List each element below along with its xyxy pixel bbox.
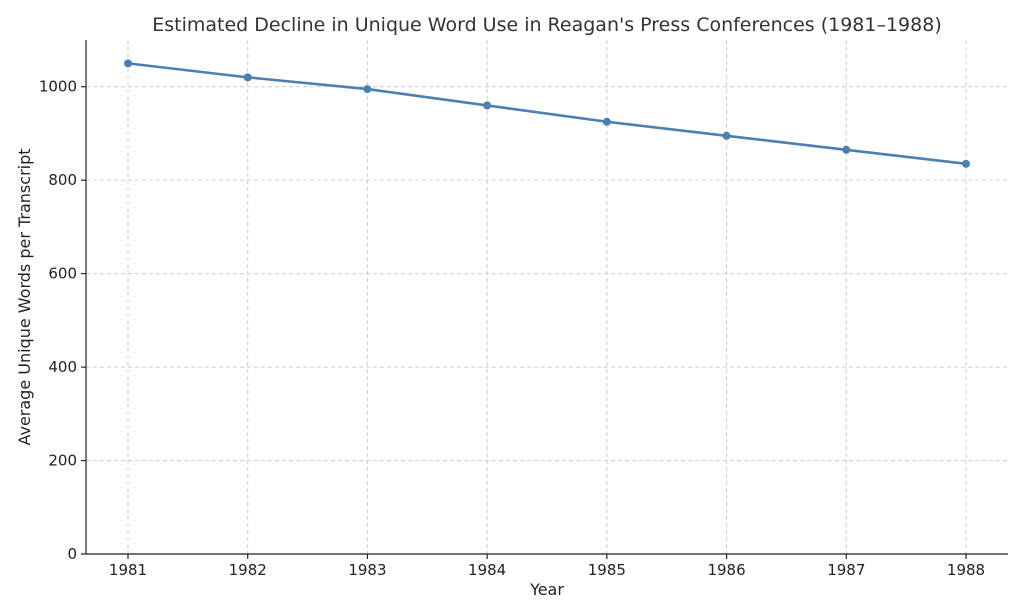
data-point (243, 73, 252, 82)
y-axis-label: Average Unique Words per Transcript (15, 148, 34, 445)
y-tick-label: 600 (48, 265, 77, 283)
y-tick-label: 200 (48, 452, 77, 470)
y-tick-label: 1000 (39, 78, 77, 96)
y-tick-label: 800 (48, 171, 77, 189)
series-line (126, 62, 968, 166)
x-tick-label: 1982 (229, 561, 267, 579)
chart-title: Estimated Decline in Unique Word Use in … (152, 14, 941, 36)
data-point (602, 117, 611, 126)
data-point (363, 85, 372, 94)
x-axis-label: Year (529, 580, 564, 599)
x-tick-label: 1987 (827, 561, 865, 579)
x-tick-label: 1984 (468, 561, 506, 579)
x-tick-label: 1983 (348, 561, 386, 579)
x-tick-label: 1986 (707, 561, 745, 579)
series (124, 59, 970, 168)
data-point (842, 145, 851, 154)
x-tick-label: 1981 (109, 561, 147, 579)
grid (86, 40, 1008, 555)
y-tick-label: 400 (48, 358, 77, 376)
x-tick-label: 1988 (947, 561, 985, 579)
y-tick-label: 0 (67, 545, 77, 563)
data-point (483, 101, 492, 110)
data-point (124, 59, 132, 68)
data-point (722, 131, 731, 140)
data-point (962, 159, 970, 168)
x-ticks: 1981 1982 1983 1984 1985 1986 1987 1988 (109, 554, 985, 579)
x-tick-label: 1985 (588, 561, 626, 579)
y-ticks: 0 200 400 600 800 1000 (39, 78, 86, 563)
axes (85, 40, 1008, 555)
